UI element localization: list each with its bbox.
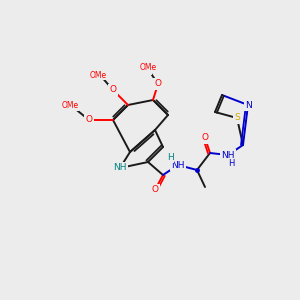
Text: O: O xyxy=(145,64,151,74)
Text: NH: NH xyxy=(113,164,127,172)
Text: NH: NH xyxy=(171,160,185,169)
Text: O: O xyxy=(154,80,161,88)
Text: OMe: OMe xyxy=(89,70,106,80)
Text: O: O xyxy=(85,116,92,124)
Text: O: O xyxy=(202,134,208,142)
Text: S: S xyxy=(234,113,240,122)
Text: H: H xyxy=(228,158,234,167)
Text: OMe: OMe xyxy=(61,101,79,110)
Text: OMe: OMe xyxy=(140,62,157,71)
Text: N: N xyxy=(244,100,251,109)
Text: H: H xyxy=(167,152,173,161)
Text: O: O xyxy=(152,185,158,194)
Text: O: O xyxy=(110,85,116,94)
Text: NH: NH xyxy=(221,151,235,160)
